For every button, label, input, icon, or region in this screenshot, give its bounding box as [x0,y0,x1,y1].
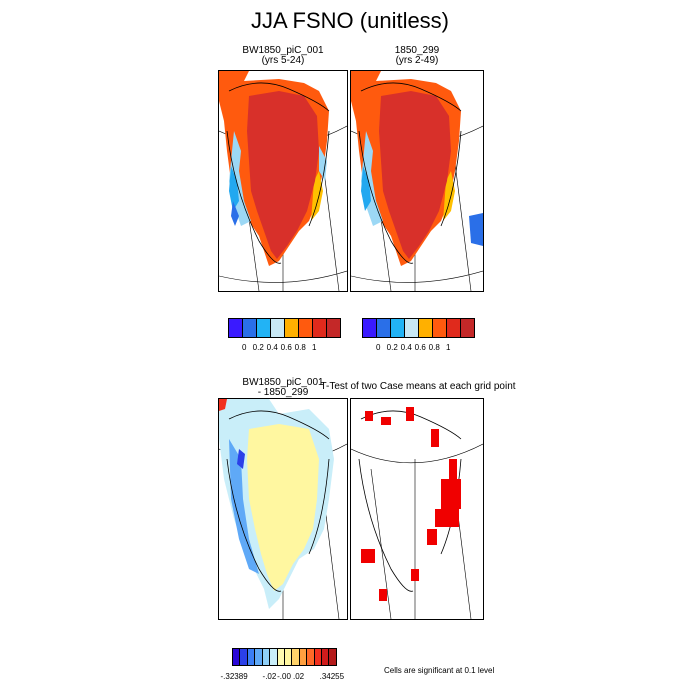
colorbar-swatch [376,318,391,338]
colorbar-tick-label: -.00 [277,672,291,681]
coastline [226,82,330,264]
latitude-line [351,270,483,283]
colorbar-swatch [228,318,243,338]
sig-cell [427,529,437,545]
field-dkblue-west [231,201,239,226]
colorbar-case1 [228,318,341,338]
sig-cell [449,459,457,481]
colorbar-tick-label: 0.2 [252,343,264,352]
colorbar-case2 [362,318,475,338]
map-panel-ttest [350,398,484,620]
panel-title-line1: BW1850_piC_001 [242,45,324,56]
colorbar-tick-label: 0.4 [400,343,412,352]
colorbar-tick-label: 0.4 [266,343,278,352]
colorbar-tick-label: -.02 [262,672,277,681]
sig-cell [361,549,375,563]
sig-cell [411,569,419,581]
panel-title-line2: (yrs 5-24) [261,55,305,66]
coastline [358,82,462,264]
colorbar-swatch [390,318,405,338]
colorbar-swatch [362,318,377,338]
sig-cell [381,417,391,425]
field-positive-patch [219,399,227,411]
colorbar-swatch [326,318,341,338]
field-ltblue-east [319,146,327,181]
colorbar-tick-label: 0.6 [414,343,426,352]
field-neutral-interior [247,424,319,591]
sig-cell [406,407,414,421]
greenland-snow-map-case2 [351,71,483,291]
colorbar-swatch [460,318,475,338]
colorbar-swatch [270,318,285,338]
map-panel-case2 [350,70,484,292]
colorbar-tick-label: 1 [312,343,317,352]
colorbar-tick-label: 0.8 [428,343,440,352]
colorbar-swatch [446,318,461,338]
map-panel-difference [218,398,348,620]
panel-title-top-right: 1850_299 (yrs 2-49) [352,46,482,66]
field-blue-west [361,166,371,211]
significant-cells [361,407,461,601]
colorbar-tick-label: .34255 [319,672,345,681]
colorbar-tick-label: 0 [242,343,247,352]
panel-title-top-left: BW1850_piC_001 (yrs 5-24) [218,46,348,66]
colorbar-swatch [284,318,299,338]
meridian-line [370,468,392,619]
sig-cell [365,411,373,421]
colorbar-swatch [256,318,271,338]
colorbar-tick-label: .02 [292,672,305,681]
colorbar-difference [232,648,337,666]
field-dkblue-spots [237,449,245,469]
latitude-line [351,443,483,464]
colorbar-swatch [328,648,337,666]
colorbar-swatch [404,318,419,338]
field-blue-west [229,166,239,211]
figure-title: JJA FSNO (unitless) [250,8,450,33]
greenland-difference-map [219,399,347,619]
colorbar-swatch [242,318,257,338]
colorbar-swatch [432,318,447,338]
sig-cell [435,509,459,527]
map-panel-case1 [218,70,348,292]
colorbar-tick-label: 0.2 [386,343,398,352]
colorbar-tick-label: -.32389 [220,672,248,681]
sig-cell [379,589,387,601]
panel-title-bottom-right: T-Test of two Case means at each grid po… [320,381,516,392]
greenland-significance-map [351,407,483,619]
colorbar-tick-label: 0.8 [294,343,306,352]
greenland-snow-map-case1 [219,71,347,291]
colorbar-swatch [312,318,327,338]
field-blue-rim [229,439,259,574]
significance-note: Cells are significant at 0.1 level [384,666,495,675]
colorbar-tick-label: 1 [446,343,451,352]
panel-title-line2: (yrs 2-49) [395,55,439,66]
panel-title-line2: - 1850_299 [257,387,309,398]
sig-cell [441,479,461,509]
colorbar-case2-labels: 0 0.2 0.4 0.6 0.8 1 [362,343,474,355]
colorbar-difference-labels: -.32389 -.02 -.00.02 .34255 [221,672,345,684]
colorbar-case1-labels: 0 0.2 0.4 0.6 0.8 1 [228,343,340,355]
panel-title-bottom-left: BW1850_piC_001 - 1850_299 [218,378,348,398]
colorbar-swatch [418,318,433,338]
field-blue-southeast [469,213,483,246]
field-high-interior [247,91,319,259]
coastline [226,410,330,592]
field-high-interior [379,91,451,259]
sig-cell [431,429,439,447]
colorbar-tick-label: 0 [376,343,381,352]
panel-title-line1: 1850_299 [394,45,440,56]
colorbar-swatch [298,318,313,338]
panel-title-line1: BW1850_piC_001 [242,377,324,388]
colorbar-tick-label: 0.6 [280,343,292,352]
